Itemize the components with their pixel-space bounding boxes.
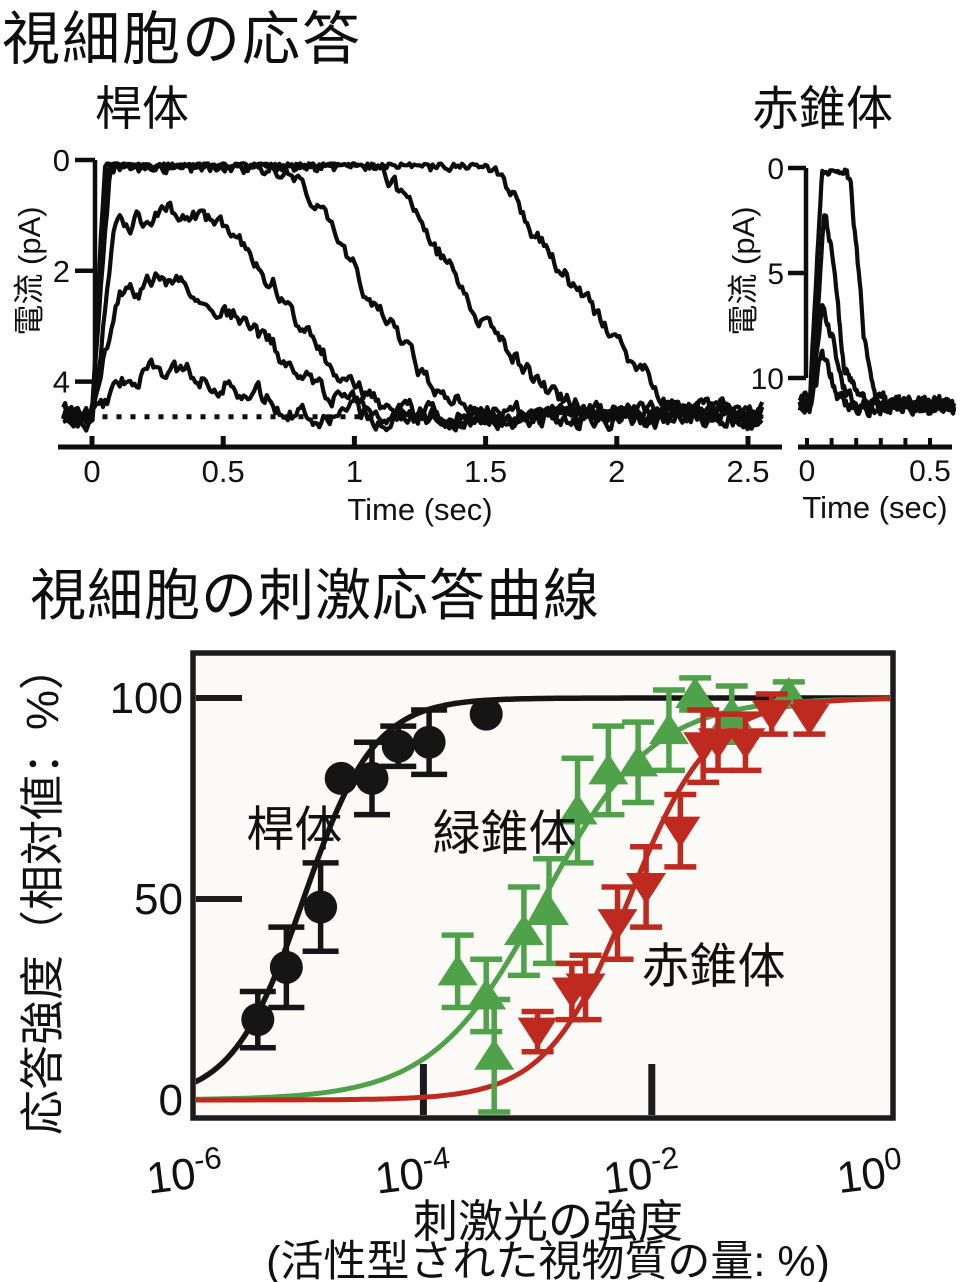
current-trace-0 (797, 167, 957, 417)
svg-text:0: 0 (83, 454, 100, 489)
svg-text:1: 1 (346, 454, 363, 489)
current-trace-2 (797, 303, 957, 416)
svg-text:10: 10 (751, 363, 784, 396)
svg-text:1.5: 1.5 (464, 454, 507, 489)
response-x-axis: 10-6 10-4 10-2 100 刺激光の強度(活性型された視物質の量: %) (143, 1064, 906, 1282)
series-red-cone (517, 691, 830, 1055)
red-cone-traces (797, 167, 957, 419)
inplot-label-0: 桿体 (246, 804, 342, 857)
rod-y-axis-label: 電流 (pA) (12, 206, 47, 335)
current-trace-5 (62, 161, 764, 433)
y-axis: 0 5 10 (751, 153, 809, 396)
svg-text:0.5: 0.5 (909, 455, 951, 488)
svg-text:刺激光の強度: 刺激光の強度 (413, 1196, 683, 1247)
current-trace-3 (797, 348, 956, 416)
series-rod (239, 697, 503, 1051)
svg-text:0: 0 (799, 455, 816, 488)
response-y-axis: 100 50 0 (110, 674, 242, 1125)
svg-text:0: 0 (53, 143, 70, 178)
inplot-label-2: 赤錐体 (641, 940, 785, 993)
inplot-label-1: 緑錐体 (432, 808, 576, 861)
svg-text:Time (sec): Time (sec) (802, 490, 947, 525)
svg-text:2: 2 (53, 254, 70, 289)
svg-text:10-2: 10-2 (600, 1140, 683, 1204)
stimulus-response-chart: 100 50 0 応答強度（相対値：%） 10-6 10-4 10-2 100 刺激光の強度(活… (17, 645, 906, 1282)
svg-text:0: 0 (159, 1076, 183, 1125)
rod-traces (61, 161, 765, 433)
page-title: 視細胞の応答 (2, 7, 363, 72)
rod-x-axis: 0 0.5 1 1.5 2 2.5 Time (sec) (58, 436, 782, 527)
svg-text:2: 2 (608, 454, 625, 489)
svg-text:0.5: 0.5 (202, 454, 245, 489)
svg-text:4: 4 (53, 365, 70, 400)
svg-text:100: 100 (110, 674, 183, 723)
cone-y-axis-label: 電流 (pA) (726, 206, 761, 335)
svg-text:2.5: 2.5 (726, 454, 769, 489)
section-title: 視細胞の刺激応答曲線 (30, 564, 600, 627)
svg-text:10-6: 10-6 (143, 1140, 226, 1204)
red-cone-panel-title: 赤錐体 (752, 82, 893, 135)
svg-text:50: 50 (134, 875, 183, 924)
rod-panel-title: 桿体 (95, 82, 189, 135)
plot-frame (190, 650, 896, 1121)
series-green-cone (437, 675, 809, 1115)
response-y-axis-title: 応答強度（相対値：%） (17, 645, 68, 1135)
y-axis: 0 2 4 (53, 143, 98, 400)
svg-text:100: 100 (834, 1140, 906, 1203)
svg-text:10-4: 10-4 (372, 1140, 455, 1204)
svg-text:Time (sec): Time (sec) (347, 492, 492, 527)
svg-text:(活性型された視物質の量: %): (活性型された視物質の量: %) (266, 1238, 830, 1282)
svg-text:0: 0 (767, 153, 784, 186)
svg-text:5: 5 (767, 258, 784, 291)
